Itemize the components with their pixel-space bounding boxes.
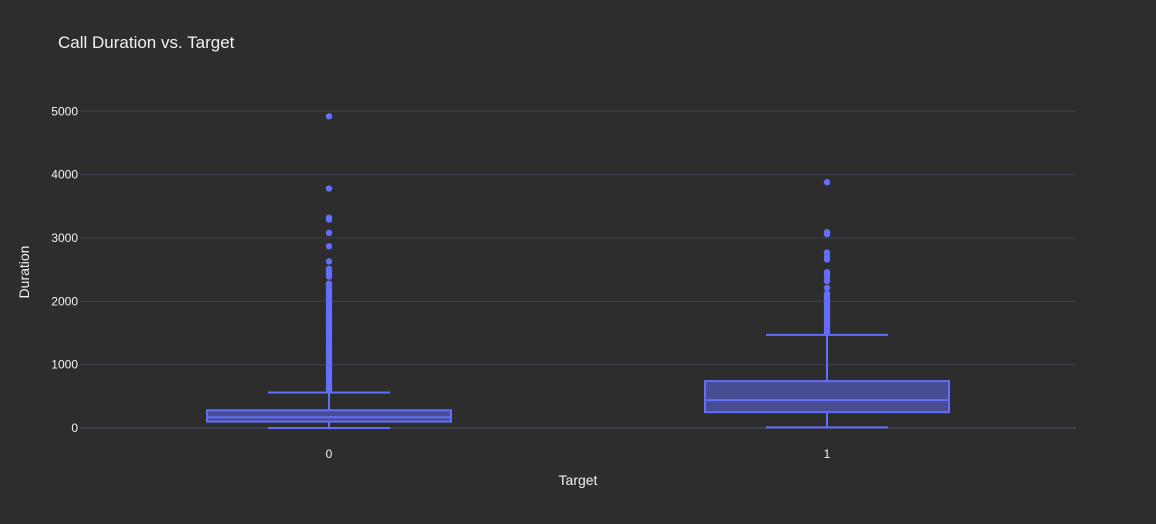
- outlier-point: [325, 242, 333, 250]
- outlier-point: [325, 229, 333, 237]
- boxes: [206, 113, 950, 429]
- iqr-box: [704, 380, 950, 414]
- outlier-point: [823, 256, 831, 263]
- x-tick-label: 0: [326, 447, 333, 461]
- outlier-point: [823, 284, 831, 292]
- outlier-point: [823, 277, 831, 285]
- grid-lines: [80, 110, 1076, 429]
- y-tick-label: 1000: [51, 358, 78, 372]
- box-category-0: [206, 113, 452, 429]
- chart-title: Call Duration vs. Target: [58, 33, 235, 52]
- outlier-point: [325, 113, 333, 120]
- x-axis-title: Target: [559, 472, 598, 488]
- y-tick-label: 2000: [51, 294, 78, 308]
- y-tick-label: 3000: [51, 231, 78, 245]
- outlier-point: [325, 185, 333, 192]
- outlier-point: [823, 179, 831, 186]
- outlier-point: [823, 230, 831, 238]
- outlier-point: [325, 216, 333, 223]
- iqr-box: [206, 409, 452, 423]
- y-tick-label: 0: [71, 421, 78, 435]
- y-tick-label: 5000: [51, 104, 78, 118]
- outlier-point: [325, 386, 333, 394]
- y-tick-labels: 0 1000 2000 3000 4000 5000: [51, 104, 78, 435]
- outlier-point: [823, 329, 831, 337]
- outlier-point: [325, 258, 333, 265]
- box-category-1: [704, 179, 950, 429]
- outlier-point: [325, 273, 333, 280]
- x-tick-label: 1: [824, 447, 831, 461]
- y-axis-title: Duration: [16, 246, 32, 299]
- y-tick-label: 4000: [51, 168, 78, 182]
